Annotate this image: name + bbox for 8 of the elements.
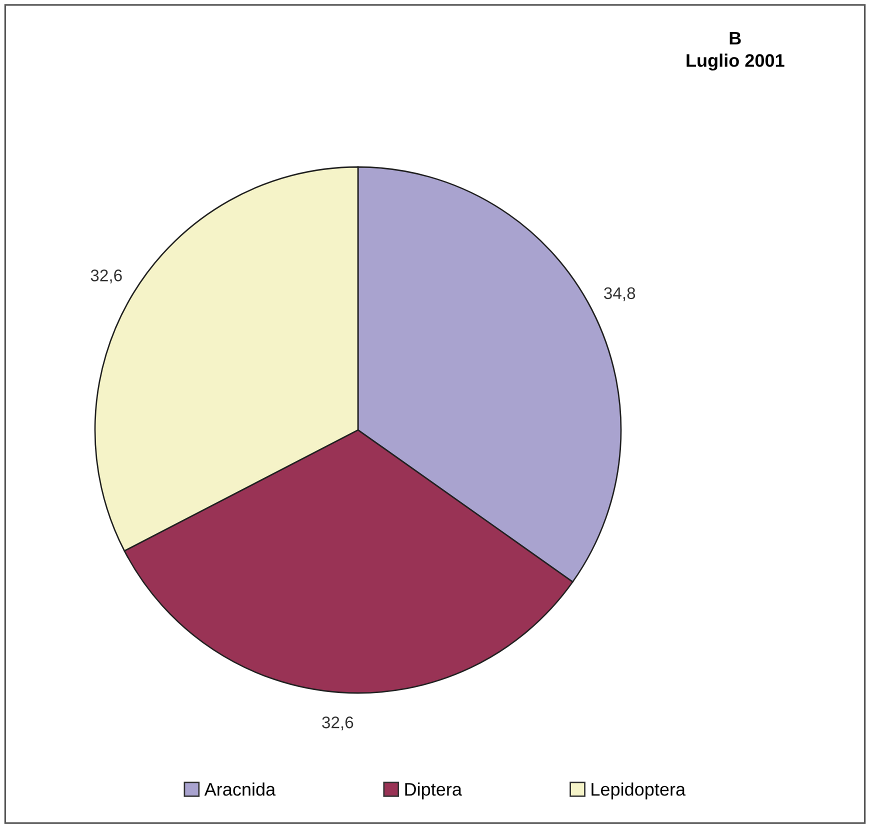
- legend-label: Lepidoptera: [592, 782, 686, 800]
- text: Luglio 2001: [686, 54, 784, 71]
- data-label: 32,6: [90, 270, 122, 284]
- legend-label: Diptera: [405, 782, 462, 800]
- text: B: [730, 32, 741, 44]
- data-label: 34,8: [604, 287, 636, 302]
- data-label: 32,6: [322, 716, 354, 730]
- legend-label: Aracnida: [204, 782, 276, 796]
